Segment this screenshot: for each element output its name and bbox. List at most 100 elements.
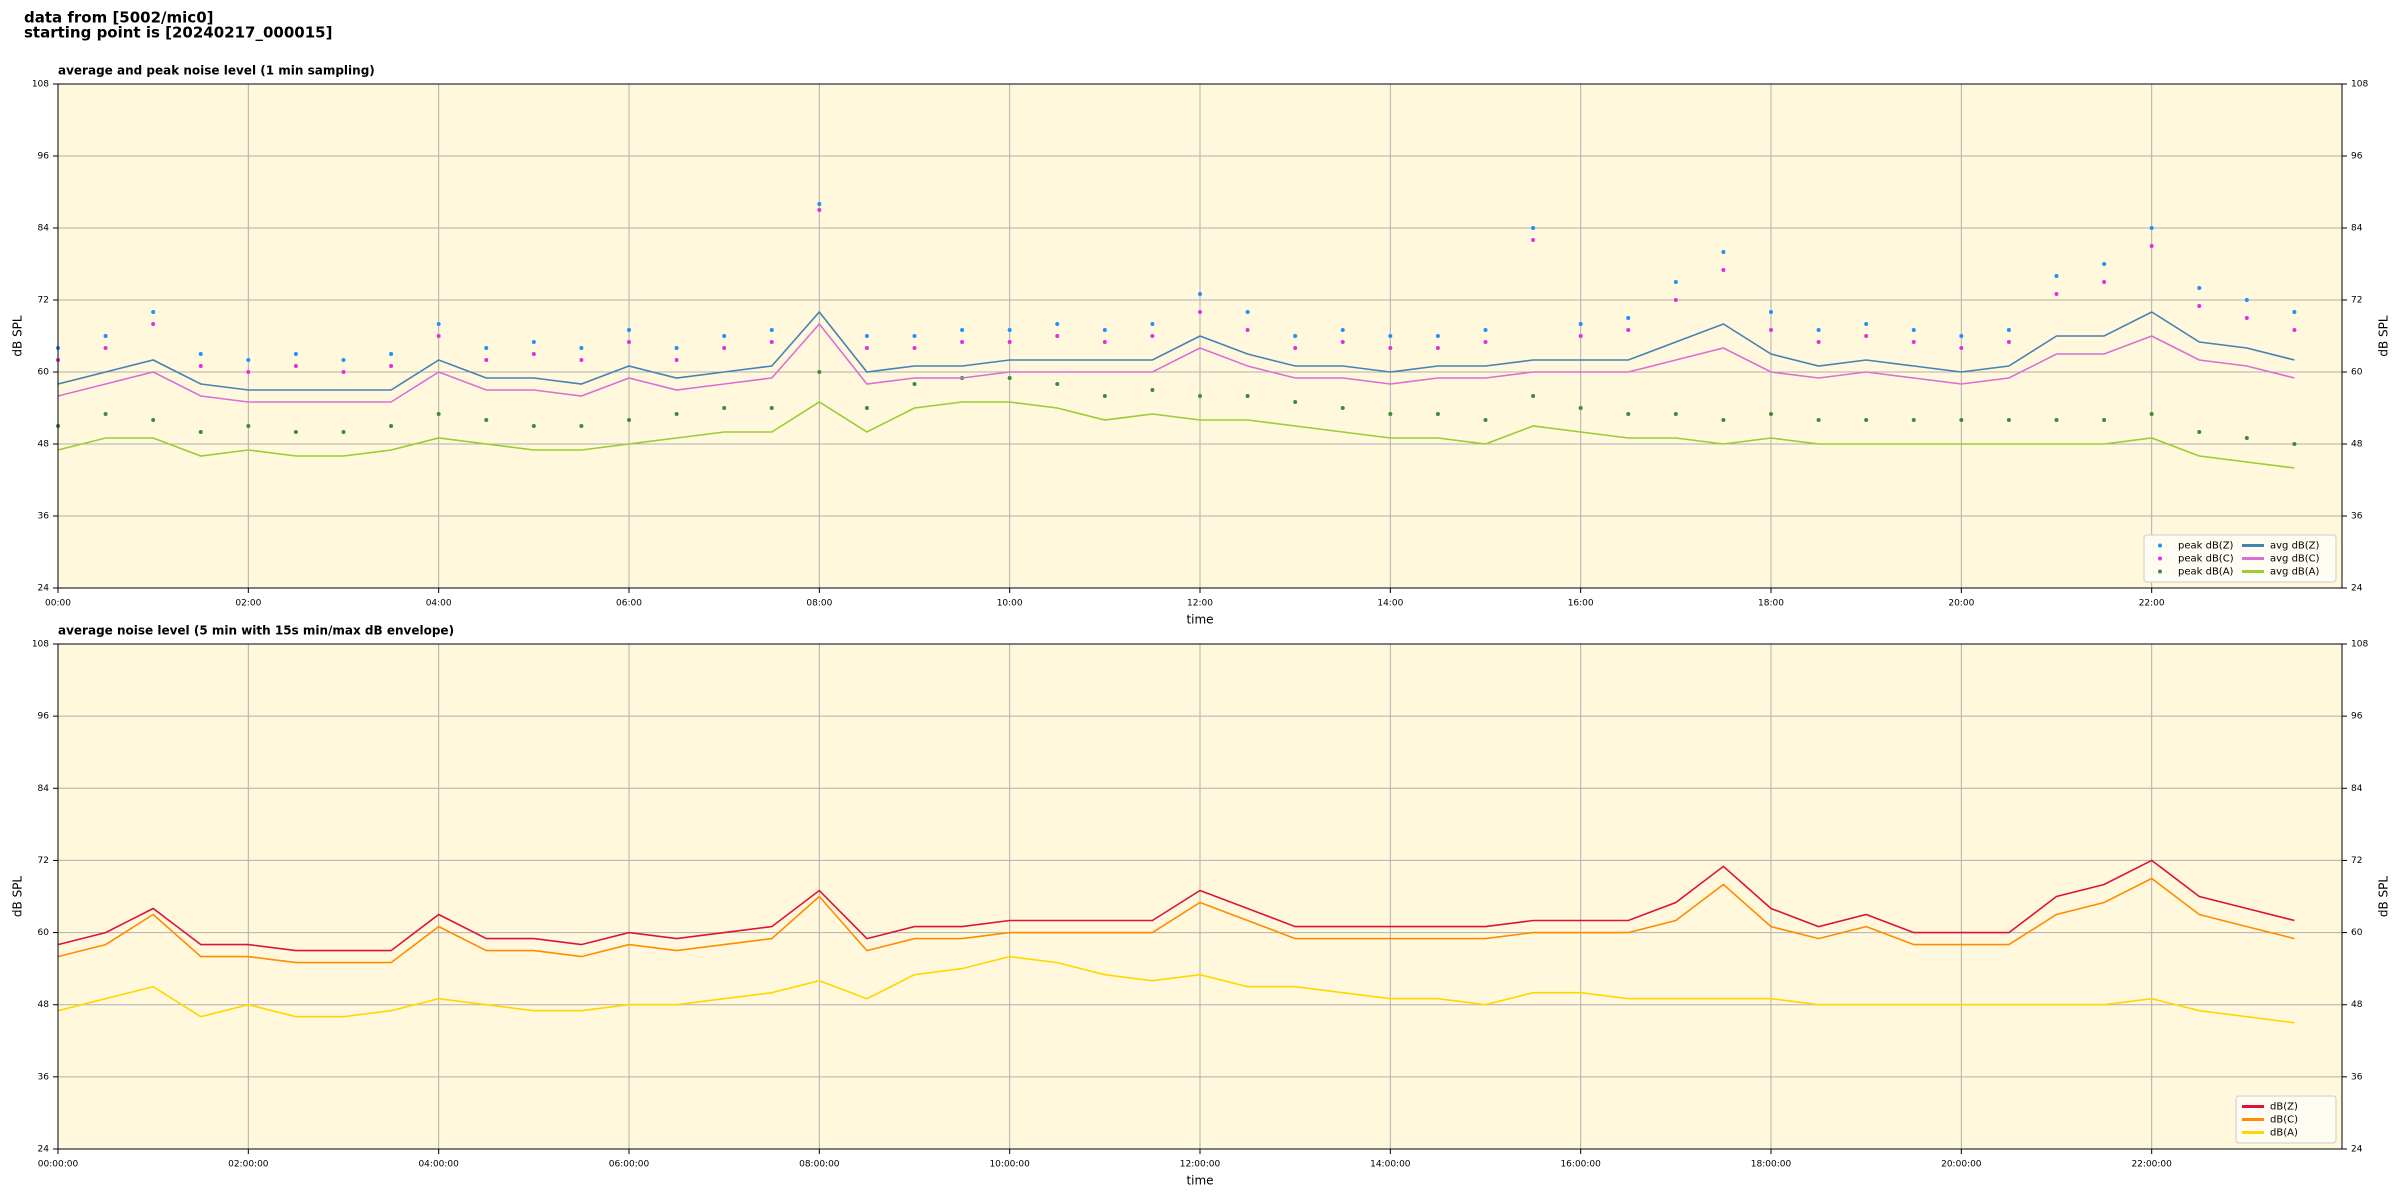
- y-axis-label: dB SPL: [2377, 876, 2391, 918]
- y-tick-label: 96: [2351, 152, 2363, 162]
- peak-point: [1864, 322, 1869, 326]
- peak-point: [1911, 418, 1916, 422]
- x-tick-label: 06:00: [616, 599, 642, 609]
- y-tick-label: 48: [38, 440, 50, 450]
- series-line: [57, 310, 2295, 391]
- peak-point: [246, 358, 251, 362]
- peak-point: [1626, 412, 1631, 416]
- peak-point: [531, 424, 536, 428]
- peak-point: [436, 412, 441, 416]
- y-tick-label: 72: [2351, 296, 2362, 306]
- peak-point: [674, 346, 679, 350]
- peak-point: [627, 328, 631, 332]
- peak-point: [2197, 286, 2202, 290]
- peak-point: [1340, 340, 1345, 344]
- peak-point: [912, 382, 917, 386]
- peak-point: [1769, 328, 1773, 332]
- peak-point: [817, 370, 822, 374]
- peak-point: [1626, 328, 1631, 332]
- series-line: [57, 859, 2295, 952]
- legend-marker: [2158, 569, 2162, 574]
- x-tick-label: 00:00: [45, 599, 71, 609]
- y-tick-label: 60: [2351, 928, 2363, 938]
- peak-point: [151, 310, 156, 314]
- peak-point: [2054, 274, 2059, 278]
- peak-point: [2102, 280, 2107, 284]
- peak-point: [1007, 340, 1012, 344]
- peak-point: [1578, 406, 1583, 410]
- x-tick-label: 16:00: [1568, 599, 1594, 609]
- plot-frame: [57, 643, 2343, 1150]
- peak-point: [1293, 334, 1298, 338]
- y-tick-label: 96: [38, 712, 50, 722]
- peak-point: [1769, 310, 1773, 314]
- y-tick-label: 24: [2351, 1145, 2363, 1155]
- peak-point: [1578, 322, 1583, 326]
- legend-label: dB(Z): [2270, 1102, 2298, 1113]
- peak-point: [1673, 280, 1678, 284]
- x-tick-label: 08:00:00: [799, 1160, 840, 1170]
- y-tick-label: 24: [2351, 584, 2363, 594]
- y-axis-label: dB SPL: [11, 876, 25, 918]
- peak-point: [912, 346, 917, 350]
- x-tick-label: 22:00: [2139, 599, 2165, 609]
- legend-label: avg dB(A): [2270, 567, 2320, 578]
- peak-point: [2149, 244, 2154, 248]
- peak-point: [1150, 334, 1155, 338]
- peak-point: [1769, 412, 1773, 416]
- y-tick-label: 84: [38, 784, 50, 794]
- y-tick-label: 36: [38, 512, 50, 522]
- peak-point: [722, 346, 727, 350]
- x-tick-label: 10:00:00: [989, 1160, 1030, 1170]
- peak-point: [1959, 418, 1964, 422]
- peak-point: [1055, 382, 1060, 386]
- peak-point: [1911, 340, 1916, 344]
- y-tick-label: 24: [38, 1145, 50, 1155]
- x-axis-label: time: [1186, 1174, 1213, 1188]
- y-tick-label: 48: [2351, 1000, 2363, 1010]
- peak-point: [2149, 412, 2154, 416]
- peak-point: [2054, 418, 2059, 422]
- peak-point: [1673, 412, 1678, 416]
- peak-point: [1816, 340, 1821, 344]
- x-tick-label: 04:00: [426, 599, 452, 609]
- peak-point: [484, 418, 489, 422]
- y-tick-label: 108: [2351, 80, 2368, 90]
- legend-label: avg dB(C): [2270, 554, 2320, 565]
- x-tick-label: 16:00:00: [1560, 1160, 1601, 1170]
- peak-point: [1483, 328, 1488, 332]
- peak-point: [1721, 418, 1726, 422]
- peak-point: [1055, 322, 1060, 326]
- x-tick-label: 06:00:00: [609, 1160, 650, 1170]
- peak-point: [2006, 340, 2011, 344]
- peak-point: [341, 430, 346, 434]
- peak-point: [2244, 316, 2249, 320]
- peak-point: [579, 424, 584, 428]
- peak-point: [1007, 376, 1012, 380]
- y-tick-label: 84: [38, 224, 50, 234]
- y-tick-label: 72: [2351, 856, 2362, 866]
- peak-point: [1245, 394, 1250, 398]
- peak-point: [389, 352, 394, 356]
- peak-point: [436, 334, 441, 338]
- peak-point: [198, 364, 203, 368]
- x-tick-label: 10:00: [997, 599, 1023, 609]
- peak-point: [1198, 394, 1202, 398]
- peak-point: [293, 352, 298, 356]
- peak-point: [674, 412, 679, 416]
- peak-point: [1150, 388, 1155, 392]
- y-tick-label: 36: [2351, 1072, 2363, 1082]
- peak-point: [484, 358, 489, 362]
- peak-point: [1198, 310, 1202, 314]
- peak-point: [1578, 334, 1583, 338]
- peak-point: [2197, 430, 2202, 434]
- x-tick-label: 08:00: [806, 599, 832, 609]
- peak-point: [1531, 238, 1536, 242]
- y-tick-label: 36: [2351, 512, 2363, 522]
- x-tick-label: 02:00: [235, 599, 261, 609]
- y-axis-label: dB SPL: [11, 315, 25, 357]
- peak-point: [1531, 226, 1536, 230]
- peak-point: [2006, 328, 2011, 332]
- peak-point: [1816, 418, 1821, 422]
